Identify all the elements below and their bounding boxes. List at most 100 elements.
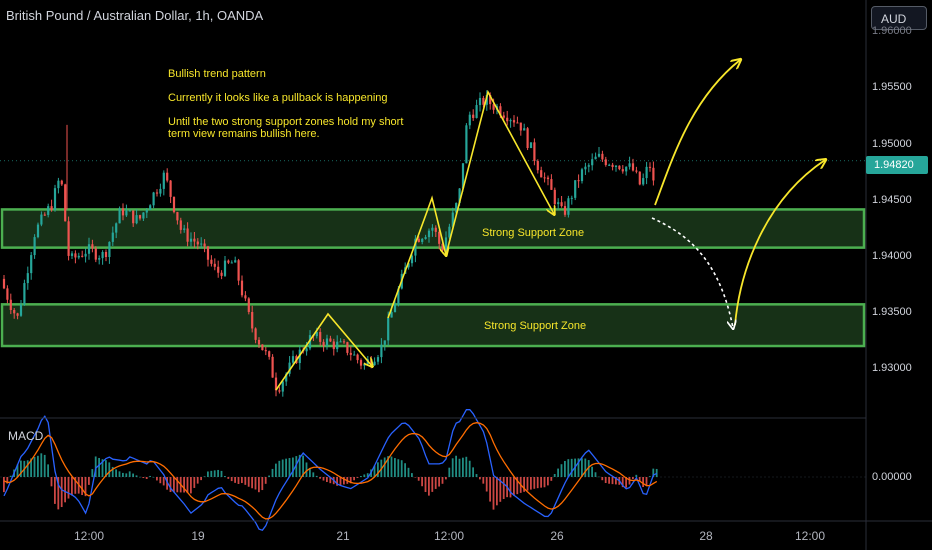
candle-body <box>421 238 424 242</box>
candle-body <box>339 341 342 343</box>
time-label: 12:00 <box>73 529 105 543</box>
candle-body <box>363 364 366 366</box>
candle-body <box>53 188 57 211</box>
candle-body <box>196 241 199 245</box>
candle-body <box>543 177 546 179</box>
candle-body <box>227 260 230 263</box>
candle-body <box>587 165 590 167</box>
candle-body <box>237 260 240 281</box>
candle-body <box>87 244 91 254</box>
time-label: 12:00 <box>433 529 465 543</box>
candle-body <box>84 253 87 257</box>
candle-body <box>40 214 43 225</box>
macd-histogram-bar <box>105 460 107 477</box>
candle-body <box>183 228 186 230</box>
candle-body <box>444 237 448 251</box>
macd-histogram-bar <box>523 477 525 492</box>
candle-body <box>625 166 628 172</box>
macd-histogram-bar <box>173 477 175 493</box>
candle-body <box>288 362 291 374</box>
macd-histogram-bar <box>377 462 379 477</box>
support-zone <box>0 303 866 348</box>
candle-body <box>380 344 383 358</box>
macd-histogram-bar <box>50 477 53 487</box>
macd-histogram-bar <box>278 460 281 477</box>
macd-histogram-bar <box>492 477 495 510</box>
macd-histogram-bar <box>540 477 542 488</box>
candle-body <box>485 95 488 105</box>
macd-histogram-bar <box>322 477 325 481</box>
macd-histogram-bar <box>264 477 267 484</box>
candle-body <box>648 166 652 168</box>
macd-histogram-bar <box>445 477 447 480</box>
macd-histogram-bar <box>64 477 66 503</box>
candle-body <box>635 170 638 172</box>
macd-histogram-bar <box>591 466 593 477</box>
candle-body <box>523 128 526 131</box>
macd-histogram-bar <box>543 477 546 488</box>
macd-histogram-bar <box>513 477 515 496</box>
candle-body <box>417 238 420 242</box>
macd-histogram-bar <box>373 465 376 477</box>
candle-body <box>489 95 492 105</box>
macd-zero-label: 0.00000 <box>872 471 912 483</box>
macd-histogram-bar <box>241 477 243 484</box>
candle-body <box>142 212 145 219</box>
macd-histogram-bar <box>227 477 230 479</box>
macd-histogram-bar <box>224 476 226 477</box>
candle-body <box>149 205 152 211</box>
macd-histogram-bar <box>472 467 474 477</box>
macd-histogram-bar <box>417 477 420 481</box>
candle-body <box>203 243 206 247</box>
candle-body <box>200 243 203 245</box>
candle-body <box>373 361 376 366</box>
candle-body <box>176 212 179 221</box>
macd-histogram-bar <box>608 477 610 484</box>
macd-histogram-bar <box>115 469 117 477</box>
candle-body <box>540 170 543 178</box>
candle-body <box>597 153 601 157</box>
candle-body <box>536 161 539 171</box>
candle-body <box>465 125 468 164</box>
candle-body <box>152 192 155 206</box>
macd-histogram-bar <box>139 476 141 478</box>
macd-histogram-bar <box>421 477 423 487</box>
currency-button[interactable]: AUD <box>871 6 927 30</box>
candle-body <box>50 206 53 211</box>
candle-body <box>631 163 635 171</box>
candle-body <box>353 354 356 356</box>
candle-body <box>98 258 101 260</box>
candle-body <box>472 114 475 118</box>
candle-body <box>135 215 138 224</box>
macd-histogram-bar <box>176 477 179 493</box>
macd-histogram-bar <box>285 458 287 477</box>
macd-histogram-bar <box>217 469 219 477</box>
macd-histogram-bar <box>122 472 124 477</box>
candle-body <box>230 262 233 264</box>
candle-body <box>393 304 397 313</box>
candle-body <box>553 189 556 205</box>
candle-body <box>468 114 471 126</box>
candle-body <box>499 106 502 116</box>
candle-body <box>261 344 264 351</box>
candle-body <box>546 177 550 180</box>
macd-histogram-bar <box>74 477 77 494</box>
candle-body <box>492 104 495 110</box>
trend-drawings <box>275 60 825 391</box>
macd-histogram-bar <box>60 477 63 508</box>
candle-body <box>271 356 274 378</box>
macd-histogram-bar <box>292 457 294 477</box>
candle-body <box>101 251 104 259</box>
macd-histogram-bar <box>383 457 386 477</box>
macd-histogram-bar <box>156 477 158 481</box>
macd-histogram-bar <box>509 477 512 498</box>
macd-histogram-bar <box>261 477 264 491</box>
macd-histogram-bar <box>611 477 614 485</box>
candle-body <box>172 196 176 213</box>
price-label-top: 1.96000 <box>872 25 912 37</box>
candle-body <box>591 159 594 166</box>
macd-histogram-bar <box>479 477 481 480</box>
candle-body <box>257 339 261 345</box>
